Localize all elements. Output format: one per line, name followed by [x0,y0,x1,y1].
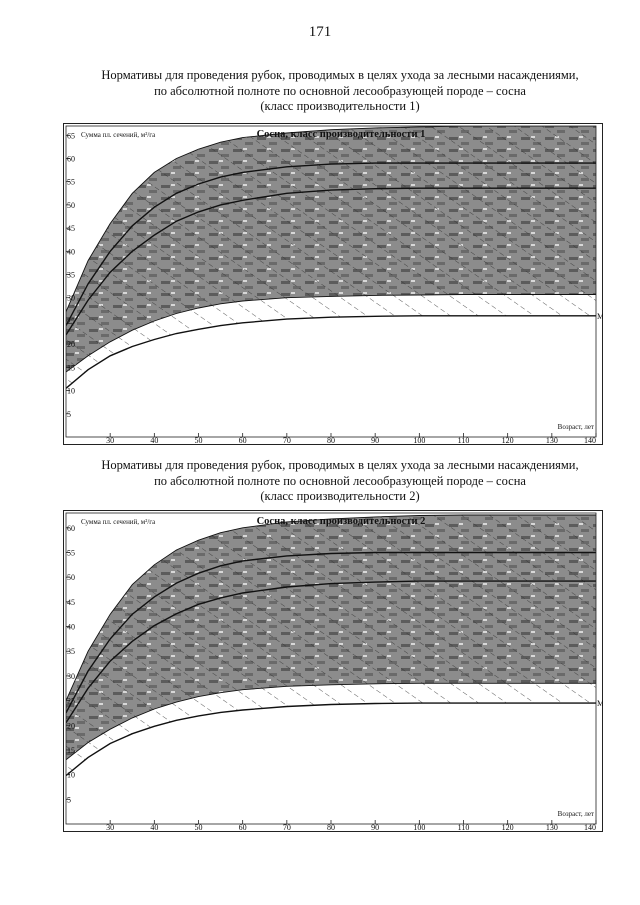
x-tick-label: 80 [327,823,335,832]
hatched-zone-lower [66,683,596,776]
y-tick-label: 5 [67,795,71,804]
y-tick-label: 60 [67,524,75,533]
series-label-M: M [597,312,603,321]
y-tick-label: 60 [67,154,75,163]
x-tick-label: 140 [584,436,596,445]
series-line-upper-line [66,162,596,326]
section-2-heading: Нормативы для проведения рубок, проводим… [60,458,620,505]
y-tick-label: 10 [67,387,75,396]
x-tick-label: 70 [283,823,291,832]
series-line-upper-boundary [66,514,596,701]
y-axis-label: Сумма пл. сечений, м²/га [81,131,156,139]
y-axis-label: Сумма пл. сечений, м²/га [81,518,156,526]
y-tick-label: 20 [67,340,75,349]
series-line-upper-line [66,551,596,714]
y-tick-label: 25 [67,697,75,706]
y-tick-label: 65 [67,131,75,140]
heading-line: (класс производительности 1) [260,99,420,113]
series-line-shade-lower-boundary [66,682,596,761]
y-tick-label: 55 [67,178,75,187]
hatched-zone-lower [66,294,596,389]
x-tick-label: 130 [546,823,558,832]
y-tick-label: 30 [67,672,75,681]
y-tick-label: 20 [67,721,75,730]
series-line-middle-line [66,580,596,724]
heading-line: (класс производительности 2) [260,489,420,503]
series-line-M-line [66,315,596,389]
chart-class-2: 5 10 15 20 25 30 35 40 45 50 55 60 30 40 50 60 70 80 90 100… [63,510,604,837]
x-tick-label: 100 [413,823,425,832]
chart-class-2-svg: 5 10 15 20 25 30 35 40 45 50 55 60 30 40 50 60 70 80 90 100… [63,510,604,832]
heading-line: по абсолютной полноте по основной лесооб… [154,83,526,98]
x-tick-label: 140 [584,823,596,832]
y-tick-label: 40 [67,247,75,256]
x-tick-label: 40 [150,823,158,832]
heading-line: Нормативы для проведения рубок, проводим… [101,68,579,82]
plot-area [66,126,596,389]
heading-line: по абсолютной полноте по основной лесооб… [154,473,526,488]
x-tick-label: 110 [458,436,470,445]
y-tick-label: 5 [67,410,71,419]
x-tick-label: 40 [150,436,158,445]
y-tick-label: 50 [67,573,75,582]
x-tick-label: 110 [458,823,470,832]
y-tick-label: 40 [67,623,75,632]
y-tick-label: 55 [67,548,75,557]
x-tick-label: 70 [283,436,291,445]
page-number: 171 [308,24,332,40]
series-line-middle-line [66,187,596,336]
y-tick-label: 15 [67,746,75,755]
x-tick-label: 100 [413,436,425,445]
y-tick-label: 50 [67,201,75,210]
series-line-upper-boundary [66,126,596,312]
y-tick-label: 15 [67,363,75,372]
y-tick-label: 30 [67,294,75,303]
x-tick-label: 60 [239,436,247,445]
x-tick-label: 30 [106,436,114,445]
x-tick-label: 120 [502,823,514,832]
chart-title: Сосна, класс производительности 2 [257,516,426,527]
y-tick-label: 35 [67,271,75,280]
x-tick-label: 90 [371,436,379,445]
x-axis-label: Возраст, лет [558,810,594,818]
y-tick-label: 25 [67,317,75,326]
series-line-M-line [66,702,596,777]
y-tick-label: 35 [67,647,75,656]
y-tick-label: 45 [67,224,75,233]
x-tick-label: 30 [106,823,114,832]
series-line-shade-lower-boundary [66,294,596,373]
x-tick-label: 80 [327,436,335,445]
x-axis-label: Возраст, лет [558,423,594,431]
plot-area [66,514,596,777]
heading-line: Нормативы для проведения рубок, проводим… [101,458,579,472]
series-label-M: M [597,699,603,708]
chart-class-1-svg: 5 10 15 20 25 30 35 40 45 50 55 60 65 30 40 50 60 70 80 90 1… [63,123,604,445]
x-tick-label: 90 [371,823,379,832]
hatched-zone-upper [66,515,596,760]
x-tick-label: 50 [195,436,203,445]
x-tick-label: 60 [239,823,247,832]
section-1-heading: Нормативы для проведения рубок, проводим… [60,68,620,115]
y-tick-label: 10 [67,771,75,780]
x-tick-label: 50 [195,823,203,832]
chart-title: Сосна, класс производительности 1 [257,129,426,140]
x-tick-label: 120 [502,436,514,445]
chart-class-1: 5 10 15 20 25 30 35 40 45 50 55 60 65 30 40 50 60 70 80 90 1… [63,123,604,450]
x-tick-label: 130 [546,436,558,445]
y-tick-label: 45 [67,598,75,607]
